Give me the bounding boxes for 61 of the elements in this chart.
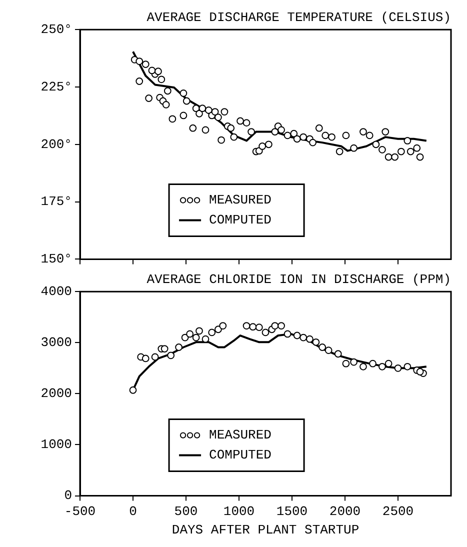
x-axis-title: DAYS AFTER PLANT STARTUP — [172, 522, 360, 538]
point — [334, 350, 342, 358]
y-tick-label: 2000 — [40, 386, 72, 402]
point — [192, 334, 200, 342]
x-tick-label: 1500 — [276, 504, 308, 520]
y-tick-label: 150° — [40, 252, 72, 267]
chart-title: AVERAGE DISCHARGE TEMPERATURE (CELSIUS) — [146, 10, 451, 26]
y-tick-label: 225° — [40, 79, 72, 94]
point — [369, 360, 376, 368]
point — [151, 353, 159, 361]
point — [300, 334, 308, 342]
point — [306, 335, 314, 343]
point — [404, 362, 412, 370]
point — [293, 332, 301, 340]
point — [186, 330, 194, 338]
y-tick-label: 200° — [40, 136, 72, 152]
point — [342, 360, 350, 368]
point — [262, 328, 270, 336]
y-tick-label: 1000 — [40, 437, 72, 452]
point — [350, 358, 358, 366]
chart-title: AVERAGE CHLORIDE ION IN DISCHARGE (PPM) — [146, 272, 451, 288]
point — [219, 322, 227, 330]
point — [255, 324, 263, 332]
legend-label: COMPUTED — [209, 212, 272, 228]
x-tick-label: 2500 — [382, 504, 414, 520]
x-tick-label: -500 — [64, 504, 96, 520]
point — [312, 338, 320, 346]
y-tick-label: 175° — [40, 194, 72, 210]
point — [271, 322, 279, 330]
point — [278, 322, 285, 330]
x-tick-label: 0 — [129, 504, 137, 520]
x-tick-label: 2000 — [329, 504, 361, 520]
point — [167, 352, 175, 360]
point — [384, 360, 392, 368]
point — [175, 344, 182, 351]
point — [181, 334, 189, 342]
point — [416, 368, 424, 376]
legend-label: COMPUTED — [209, 448, 272, 463]
point — [360, 362, 367, 370]
point — [214, 326, 222, 334]
point — [242, 322, 250, 330]
point — [142, 354, 150, 362]
point — [378, 362, 386, 370]
y-tick-label: 0 — [64, 488, 72, 504]
point — [196, 327, 203, 335]
y-tick-label: 3000 — [40, 335, 72, 350]
point — [324, 346, 332, 354]
point — [249, 323, 257, 331]
legend-label: MEASURED — [209, 192, 272, 208]
legend-label: MEASURED — [209, 428, 272, 443]
point — [394, 364, 402, 372]
point — [202, 335, 210, 343]
point — [208, 328, 216, 336]
point — [284, 330, 292, 338]
x-tick-label: 500 — [174, 504, 198, 520]
x-tick-label: 1000 — [223, 504, 255, 520]
point — [129, 386, 137, 394]
y-tick-label: 4000 — [40, 284, 72, 300]
point — [160, 345, 168, 352]
y-tick-label: 250° — [40, 22, 72, 38]
point — [318, 344, 326, 351]
